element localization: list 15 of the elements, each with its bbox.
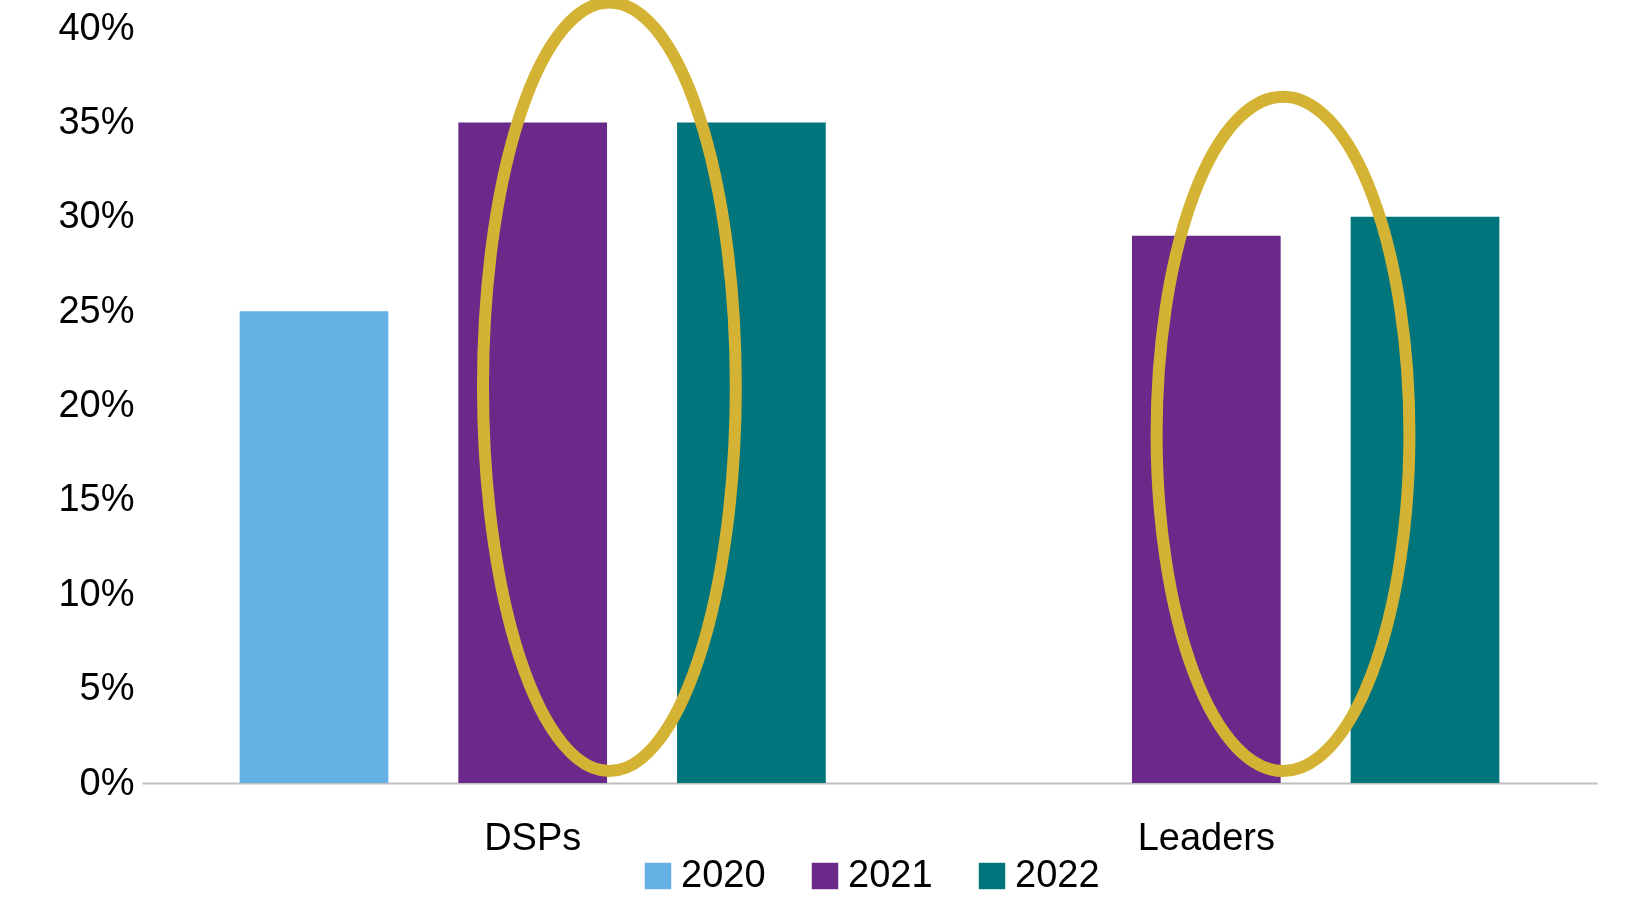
y-tick-label: 35% [58,99,135,142]
x-tick-label: Leaders [1137,815,1275,858]
y-tick-label: 30% [58,194,135,237]
y-tick-label: 15% [58,477,135,520]
y-tick-label: 25% [58,288,135,331]
legend-label: 2022 [1015,853,1100,895]
y-tick-label: 40% [58,5,135,48]
y-tick-label: 10% [58,571,135,614]
y-tick-label: 20% [58,383,135,425]
y-tick-label: 5% [79,666,135,709]
legend-label: 2021 [848,853,933,895]
bar [239,311,389,783]
legend-label: 2020 [681,853,766,895]
x-tick-label: DSPs [484,815,582,858]
y-tick-label: 0% [79,760,135,803]
